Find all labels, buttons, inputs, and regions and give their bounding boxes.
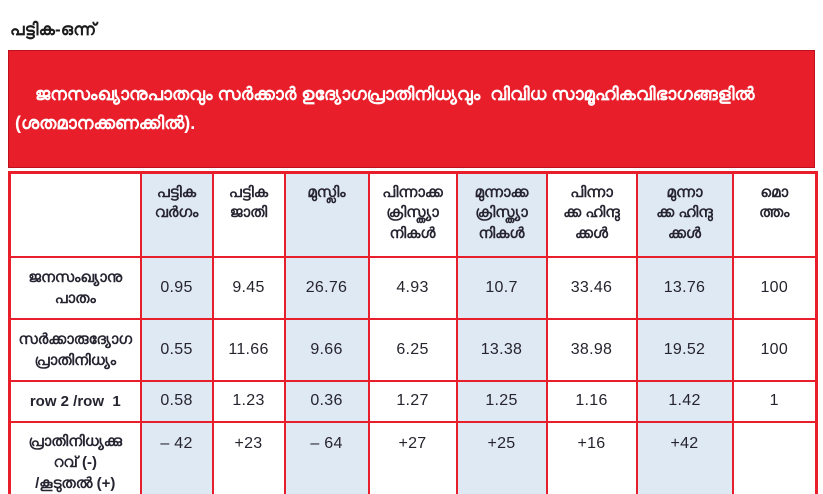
value-cell: +16 (545, 420, 638, 494)
row-label: പ്രാതിനിധ്യക്കു റവ് (-) /കൂടുതൽ (+) (8, 420, 142, 494)
value-cell: 6.25 (367, 317, 458, 382)
column-header: മുസ്ലിം (283, 171, 370, 258)
value-cell: 100 (731, 317, 818, 382)
corner-cell (8, 171, 142, 258)
value-cell: 0.36 (283, 379, 370, 423)
column-header: മൊ ത്തം (731, 171, 818, 258)
table-title-text: ജനസംഖ്യാനുപാതവും സർക്കാർ ഉദ്യോഗപ്രാതിനിധ… (15, 84, 760, 133)
value-cell: 1.27 (367, 379, 458, 423)
value-cell: +25 (455, 420, 548, 494)
table-row: പ്രാതിനിധ്യക്കു റവ് (-) /കൂടുതൽ (+) – 42 +… (8, 420, 818, 494)
value-cell: 0.95 (139, 255, 214, 320)
table-row: സർക്കാരുദ്യോഗ പ്രാതിനിധ്യം 0.55 11.66 9.66 6… (8, 317, 818, 382)
value-cell: 19.52 (635, 317, 734, 382)
table-row: ജനസംഖ്യാനു പാതം 0.95 9.45 26.76 4.93 10.7 33.4… (8, 255, 818, 320)
header-row: പട്ടിക വർഗം പട്ടിക ജാതി മുസ്ലിം പിന്നാക്ക ക… (8, 171, 818, 258)
value-cell: 1.42 (635, 379, 734, 423)
value-cell: 100 (731, 255, 818, 320)
row-label: സർക്കാരുദ്യോഗ പ്രാതിനിധ്യം (8, 317, 142, 382)
value-cell: 9.66 (283, 317, 370, 382)
column-header: പിന്നാ ക്ക ഹിന്ദു ക്കൾ (545, 171, 638, 258)
value-cell: +23 (211, 420, 286, 494)
table-title-banner: ജനസംഖ്യാനുപാതവും സർക്കാർ ഉദ്യോഗപ്രാതിനിധ… (8, 50, 815, 168)
table-row: row 2 /row 1 0.58 1.23 0.36 1.27 1.25 1.16 1.42… (8, 379, 818, 423)
column-header: പട്ടിക വർഗം (139, 171, 214, 258)
value-cell: – 42 (139, 420, 214, 494)
row-label: ജനസംഖ്യാനു പാതം (8, 255, 142, 320)
value-cell: 1 (731, 379, 818, 423)
row-label: row 2 /row 1 (8, 379, 142, 423)
value-cell: 13.76 (635, 255, 734, 320)
column-header: മുന്നാ ക്ക ഹിന്ദു ക്കൾ (635, 171, 734, 258)
value-cell: 33.46 (545, 255, 638, 320)
table-caption: പട്ടിക-ഒന്ന് (10, 20, 97, 39)
value-cell: 4.93 (367, 255, 458, 320)
value-cell: 13.38 (455, 317, 548, 382)
value-cell: 11.66 (211, 317, 286, 382)
value-cell: +42 (635, 420, 734, 494)
value-cell: 1.25 (455, 379, 548, 423)
value-cell: +27 (367, 420, 458, 494)
value-cell: 26.76 (283, 255, 370, 320)
column-header: മുന്നാക്ക ക്രിസ്ത്യാ നികൾ (455, 171, 548, 258)
value-cell: – 64 (283, 420, 370, 494)
value-cell: 1.16 (545, 379, 638, 423)
value-cell: 0.55 (139, 317, 214, 382)
value-cell: 38.98 (545, 317, 638, 382)
table-header: പട്ടിക വർഗം പട്ടിക ജാതി മുസ്ലിം പിന്നാക്ക ക… (8, 171, 818, 258)
value-cell: 9.45 (211, 255, 286, 320)
value-cell: 10.7 (455, 255, 548, 320)
value-cell: 0.58 (139, 379, 214, 423)
value-cell: 1.23 (211, 379, 286, 423)
statistics-table: പട്ടിക വർഗം പട്ടിക ജാതി മുസ്ലിം പിന്നാക്ക ക… (8, 171, 818, 494)
value-cell (731, 420, 818, 494)
column-header: പിന്നാക്ക ക്രിസ്ത്യാ നികൾ (367, 171, 458, 258)
column-header: പട്ടിക ജാതി (211, 171, 286, 258)
table-body: ജനസംഖ്യാനു പാതം 0.95 9.45 26.76 4.93 10.7 33.4… (8, 255, 818, 494)
